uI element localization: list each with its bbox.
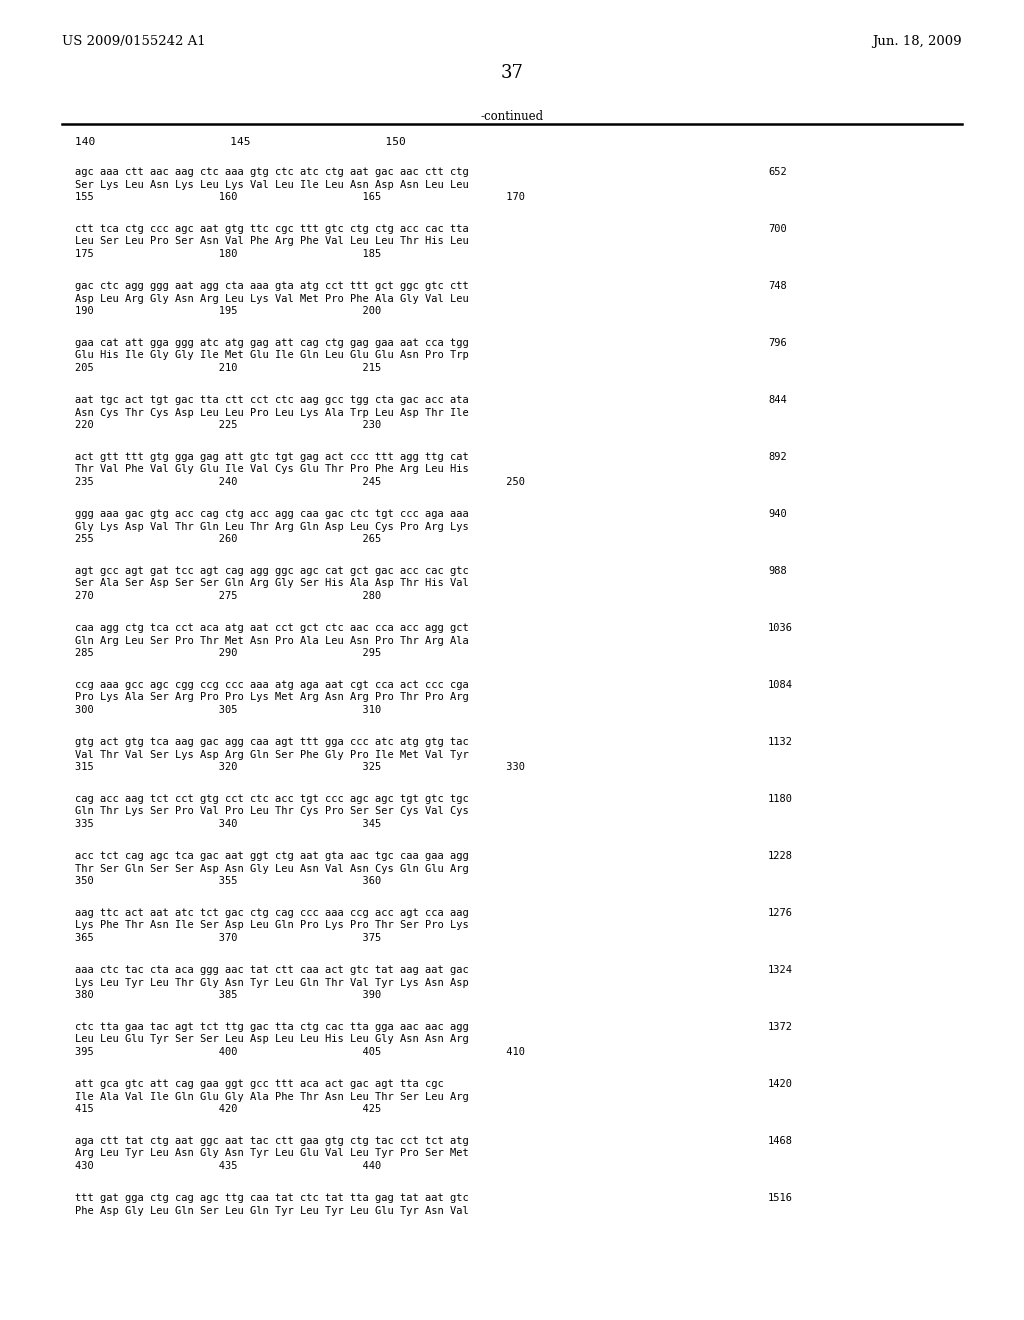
Text: Gly Lys Asp Val Thr Gln Leu Thr Arg Gln Asp Leu Cys Pro Arg Lys: Gly Lys Asp Val Thr Gln Leu Thr Arg Gln … [75,521,469,532]
Text: gac ctc agg ggg aat agg cta aaa gta atg cct ttt gct ggc gtc ctt: gac ctc agg ggg aat agg cta aaa gta atg … [75,281,469,290]
Text: Thr Ser Gln Ser Ser Asp Asn Gly Leu Asn Val Asn Cys Gln Glu Arg: Thr Ser Gln Ser Ser Asp Asn Gly Leu Asn … [75,863,469,874]
Text: 415                    420                    425: 415 420 425 [75,1104,381,1114]
Text: Val Thr Val Ser Lys Asp Arg Gln Ser Phe Gly Pro Ile Met Val Tyr: Val Thr Val Ser Lys Asp Arg Gln Ser Phe … [75,750,469,759]
Text: cag acc aag tct cct gtg cct ctc acc tgt ccc agc agc tgt gtc tgc: cag acc aag tct cct gtg cct ctc acc tgt … [75,795,469,804]
Text: 796: 796 [768,338,786,348]
Text: 140                    145                    150: 140 145 150 [75,137,406,147]
Text: 37: 37 [501,63,523,82]
Text: 1132: 1132 [768,737,793,747]
Text: 1084: 1084 [768,680,793,690]
Text: Gln Thr Lys Ser Pro Val Pro Leu Thr Cys Pro Ser Ser Cys Val Cys: Gln Thr Lys Ser Pro Val Pro Leu Thr Cys … [75,807,469,817]
Text: Lys Leu Tyr Leu Thr Gly Asn Tyr Leu Gln Thr Val Tyr Lys Asn Asp: Lys Leu Tyr Leu Thr Gly Asn Tyr Leu Gln … [75,978,469,987]
Text: 892: 892 [768,451,786,462]
Text: 235                    240                    245                    250: 235 240 245 250 [75,477,525,487]
Text: 350                    355                    360: 350 355 360 [75,876,381,886]
Text: Ser Lys Leu Asn Lys Leu Lys Val Leu Ile Leu Asn Asp Asn Leu Leu: Ser Lys Leu Asn Lys Leu Lys Val Leu Ile … [75,180,469,190]
Text: 844: 844 [768,395,786,405]
Text: 1468: 1468 [768,1137,793,1146]
Text: 315                    320                    325                    330: 315 320 325 330 [75,762,525,772]
Text: Glu His Ile Gly Gly Ile Met Glu Ile Gln Leu Glu Glu Asn Pro Trp: Glu His Ile Gly Gly Ile Met Glu Ile Gln … [75,351,469,360]
Text: 430                    435                    440: 430 435 440 [75,1162,381,1171]
Text: Jun. 18, 2009: Jun. 18, 2009 [872,36,962,48]
Text: 748: 748 [768,281,786,290]
Text: 1516: 1516 [768,1193,793,1203]
Text: ttt gat gga ctg cag agc ttg caa tat ctc tat tta gag tat aat gtc: ttt gat gga ctg cag agc ttg caa tat ctc … [75,1193,469,1203]
Text: 1324: 1324 [768,965,793,975]
Text: 220                    225                    230: 220 225 230 [75,420,381,430]
Text: acc tct cag agc tca gac aat ggt ctg aat gta aac tgc caa gaa agg: acc tct cag agc tca gac aat ggt ctg aat … [75,851,469,861]
Text: 285                    290                    295: 285 290 295 [75,648,381,657]
Text: Gln Arg Leu Ser Pro Thr Met Asn Pro Ala Leu Asn Pro Thr Arg Ala: Gln Arg Leu Ser Pro Thr Met Asn Pro Ala … [75,635,469,645]
Text: 1372: 1372 [768,1022,793,1032]
Text: 1180: 1180 [768,795,793,804]
Text: ctc tta gaa tac agt tct ttg gac tta ctg cac tta gga aac aac agg: ctc tta gaa tac agt tct ttg gac tta ctg … [75,1022,469,1032]
Text: caa agg ctg tca cct aca atg aat cct gct ctc aac cca acc agg gct: caa agg ctg tca cct aca atg aat cct gct … [75,623,469,634]
Text: -continued: -continued [480,110,544,123]
Text: 940: 940 [768,510,786,519]
Text: aag ttc act aat atc tct gac ctg cag ccc aaa ccg acc agt cca aag: aag ttc act aat atc tct gac ctg cag ccc … [75,908,469,917]
Text: 700: 700 [768,224,786,234]
Text: Asn Cys Thr Cys Asp Leu Leu Pro Leu Lys Ala Trp Leu Asp Thr Ile: Asn Cys Thr Cys Asp Leu Leu Pro Leu Lys … [75,408,469,417]
Text: 175                    180                    185: 175 180 185 [75,249,381,259]
Text: agc aaa ctt aac aag ctc aaa gtg ctc atc ctg aat gac aac ctt ctg: agc aaa ctt aac aag ctc aaa gtg ctc atc … [75,168,469,177]
Text: aat tgc act tgt gac tta ctt cct ctc aag gcc tgg cta gac acc ata: aat tgc act tgt gac tta ctt cct ctc aag … [75,395,469,405]
Text: aga ctt tat ctg aat ggc aat tac ctt gaa gtg ctg tac cct tct atg: aga ctt tat ctg aat ggc aat tac ctt gaa … [75,1137,469,1146]
Text: 335                    340                    345: 335 340 345 [75,818,381,829]
Text: att gca gtc att cag gaa ggt gcc ttt aca act gac agt tta cgc: att gca gtc att cag gaa ggt gcc ttt aca … [75,1078,443,1089]
Text: Phe Asp Gly Leu Gln Ser Leu Gln Tyr Leu Tyr Leu Glu Tyr Asn Val: Phe Asp Gly Leu Gln Ser Leu Gln Tyr Leu … [75,1205,469,1216]
Text: Pro Lys Ala Ser Arg Pro Pro Lys Met Arg Asn Arg Pro Thr Pro Arg: Pro Lys Ala Ser Arg Pro Pro Lys Met Arg … [75,693,469,702]
Text: Asp Leu Arg Gly Asn Arg Leu Lys Val Met Pro Phe Ala Gly Val Leu: Asp Leu Arg Gly Asn Arg Leu Lys Val Met … [75,293,469,304]
Text: 988: 988 [768,566,786,576]
Text: 1228: 1228 [768,851,793,861]
Text: Arg Leu Tyr Leu Asn Gly Asn Tyr Leu Glu Val Leu Tyr Pro Ser Met: Arg Leu Tyr Leu Asn Gly Asn Tyr Leu Glu … [75,1148,469,1159]
Text: gtg act gtg tca aag gac agg caa agt ttt gga ccc atc atg gtg tac: gtg act gtg tca aag gac agg caa agt ttt … [75,737,469,747]
Text: 270                    275                    280: 270 275 280 [75,591,381,601]
Text: 652: 652 [768,168,786,177]
Text: gaa cat att gga ggg atc atg gag att cag ctg gag gaa aat cca tgg: gaa cat att gga ggg atc atg gag att cag … [75,338,469,348]
Text: Thr Val Phe Val Gly Glu Ile Val Cys Glu Thr Pro Phe Arg Leu His: Thr Val Phe Val Gly Glu Ile Val Cys Glu … [75,465,469,474]
Text: 1036: 1036 [768,623,793,634]
Text: act gtt ttt gtg gga gag att gtc tgt gag act ccc ttt agg ttg cat: act gtt ttt gtg gga gag att gtc tgt gag … [75,451,469,462]
Text: 205                    210                    215: 205 210 215 [75,363,381,374]
Text: 395                    400                    405                    410: 395 400 405 410 [75,1047,525,1057]
Text: agt gcc agt gat tcc agt cag agg ggc agc cat gct gac acc cac gtc: agt gcc agt gat tcc agt cag agg ggc agc … [75,566,469,576]
Text: ctt tca ctg ccc agc aat gtg ttc cgc ttt gtc ctg ctg acc cac tta: ctt tca ctg ccc agc aat gtg ttc cgc ttt … [75,224,469,234]
Text: 190                    195                    200: 190 195 200 [75,306,381,315]
Text: ccg aaa gcc agc cgg ccg ccc aaa atg aga aat cgt cca act ccc cga: ccg aaa gcc agc cgg ccg ccc aaa atg aga … [75,680,469,690]
Text: aaa ctc tac cta aca ggg aac tat ctt caa act gtc tat aag aat gac: aaa ctc tac cta aca ggg aac tat ctt caa … [75,965,469,975]
Text: 365                    370                    375: 365 370 375 [75,933,381,942]
Text: 300                    305                    310: 300 305 310 [75,705,381,715]
Text: ggg aaa gac gtg acc cag ctg acc agg caa gac ctc tgt ccc aga aaa: ggg aaa gac gtg acc cag ctg acc agg caa … [75,510,469,519]
Text: Ile Ala Val Ile Gln Glu Gly Ala Phe Thr Asn Leu Thr Ser Leu Arg: Ile Ala Val Ile Gln Glu Gly Ala Phe Thr … [75,1092,469,1101]
Text: Ser Ala Ser Asp Ser Ser Gln Arg Gly Ser His Ala Asp Thr His Val: Ser Ala Ser Asp Ser Ser Gln Arg Gly Ser … [75,578,469,589]
Text: 380                    385                    390: 380 385 390 [75,990,381,1001]
Text: 255                    260                    265: 255 260 265 [75,535,381,544]
Text: Lys Phe Thr Asn Ile Ser Asp Leu Gln Pro Lys Pro Thr Ser Pro Lys: Lys Phe Thr Asn Ile Ser Asp Leu Gln Pro … [75,920,469,931]
Text: 1420: 1420 [768,1078,793,1089]
Text: 1276: 1276 [768,908,793,917]
Text: 155                    160                    165                    170: 155 160 165 170 [75,191,525,202]
Text: Leu Leu Glu Tyr Ser Ser Leu Asp Leu Leu His Leu Gly Asn Asn Arg: Leu Leu Glu Tyr Ser Ser Leu Asp Leu Leu … [75,1035,469,1044]
Text: Leu Ser Leu Pro Ser Asn Val Phe Arg Phe Val Leu Leu Thr His Leu: Leu Ser Leu Pro Ser Asn Val Phe Arg Phe … [75,236,469,247]
Text: US 2009/0155242 A1: US 2009/0155242 A1 [62,36,206,48]
